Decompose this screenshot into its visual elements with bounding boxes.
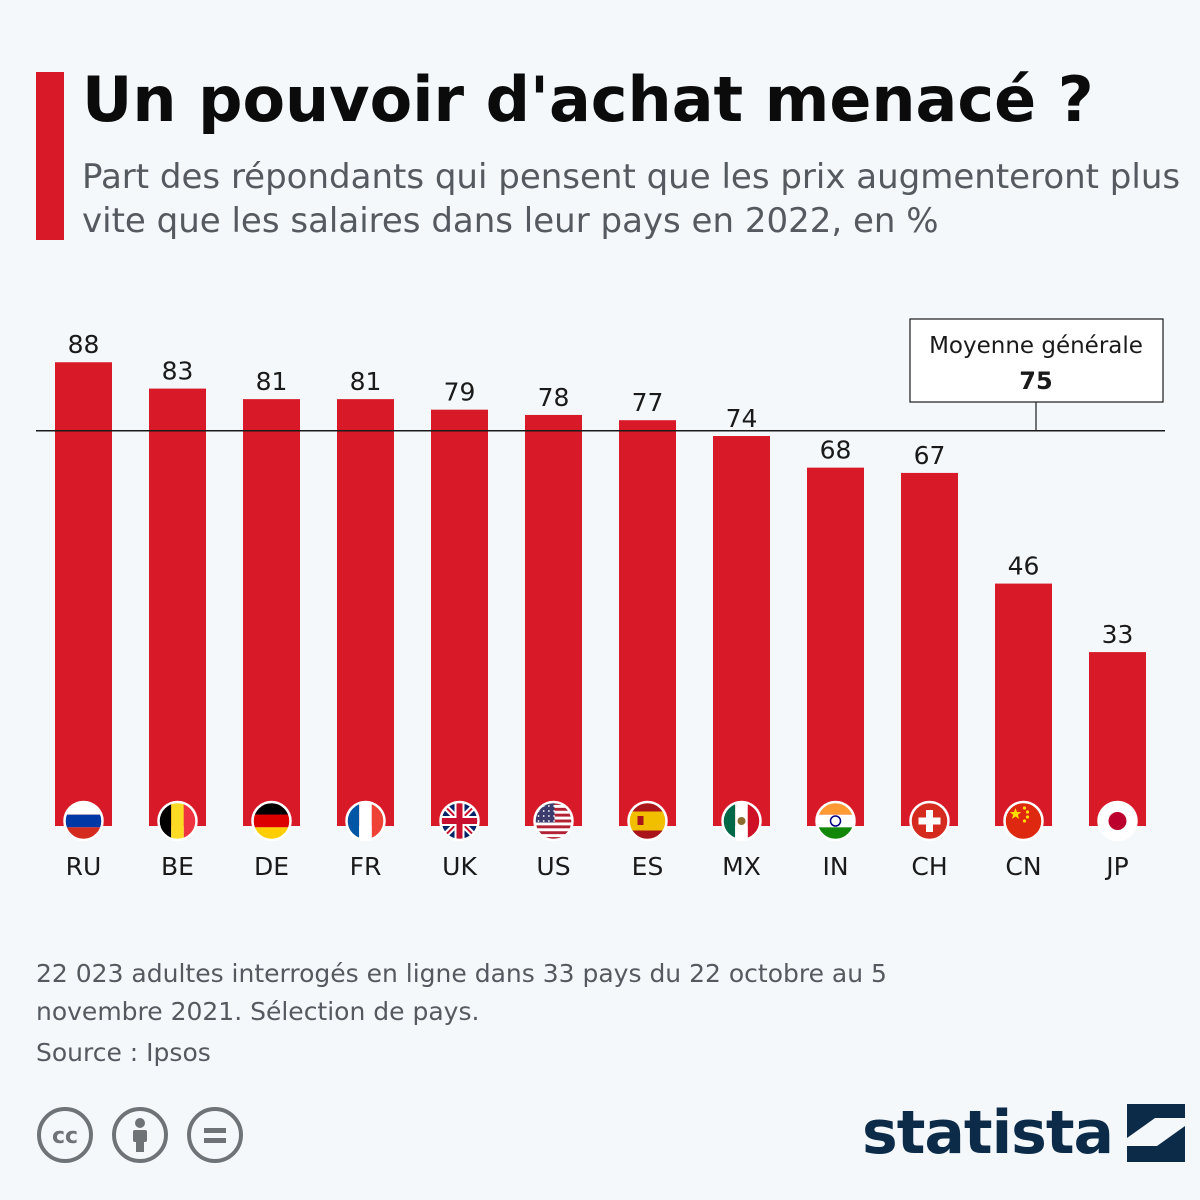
category-label-es: ES: [632, 852, 664, 881]
source-text: Source : Ipsos: [36, 1038, 211, 1067]
value-label-be: 83: [162, 357, 194, 386]
bar-fr: [337, 399, 394, 826]
bar-de: [243, 399, 300, 826]
flag-ring: [1003, 800, 1044, 842]
average-label: Moyenne générale: [929, 333, 1143, 359]
flag-ring: [815, 800, 856, 842]
usa-flag-icon: [534, 802, 573, 840]
category-label-de: DE: [254, 852, 289, 881]
value-label-de: 81: [256, 367, 288, 396]
flag-ring: [157, 800, 198, 842]
category-label-us: US: [536, 852, 570, 881]
category-label-ru: RU: [66, 852, 102, 881]
flag-ring: [345, 800, 386, 842]
value-label-uk: 79: [444, 378, 476, 407]
survey-note: 22 023 adultes interrogés en ligne dans …: [36, 959, 887, 1026]
value-label-es: 77: [632, 388, 664, 417]
category-label-fr: FR: [350, 852, 382, 881]
bar-jp: [1089, 652, 1146, 826]
bar-be: [149, 388, 206, 826]
value-label-cn: 46: [1008, 552, 1040, 581]
value-label-jp: 33: [1102, 620, 1134, 649]
category-label-uk: UK: [442, 852, 477, 881]
value-label-ru: 88: [68, 330, 100, 359]
category-label-mx: MX: [722, 852, 761, 881]
category-label-be: BE: [161, 852, 194, 881]
average-value: 75: [1019, 367, 1052, 395]
category-label-ch: CH: [911, 852, 947, 881]
svg-text:cc: cc: [52, 1124, 78, 1149]
attribution-icon[interactable]: [111, 1106, 169, 1164]
category-label-jp: JP: [1104, 852, 1128, 881]
bar-es: [619, 420, 676, 826]
average-callout-box: [909, 318, 1164, 403]
value-label-mx: 74: [726, 404, 758, 433]
page-subtitle: Part des répondants qui pensent que les …: [82, 157, 1181, 241]
flag-ring: [909, 800, 950, 842]
flag-ring: [63, 800, 104, 842]
bar-ch: [901, 472, 958, 826]
flag-ring: [627, 800, 668, 842]
statista-logo[interactable]: statista: [862, 1093, 1186, 1173]
page-title: Un pouvoir d'achat menacé ?: [82, 63, 1094, 136]
statista-mark-icon: [1127, 1104, 1186, 1162]
bar-ru: [55, 362, 112, 826]
bar-in: [807, 467, 864, 826]
value-label-fr: 81: [350, 367, 382, 396]
bar-cn: [995, 583, 1052, 826]
bar-uk: [431, 409, 488, 826]
brand-name: statista: [862, 1098, 1114, 1168]
flag-ring: [1097, 800, 1138, 842]
bar-chart: Moyenne générale 75 88 RU 83 BE 81 DE 81 FR 79 UK 7…: [36, 318, 1165, 881]
flag-ring: [251, 800, 292, 842]
title-accent-bar: [36, 72, 64, 240]
value-label-us: 78: [538, 383, 570, 412]
flag-ring: [721, 800, 762, 842]
bar-us: [525, 414, 582, 826]
value-label-ch: 67: [914, 441, 946, 470]
no-derivatives-icon[interactable]: [186, 1106, 244, 1164]
category-label-cn: CN: [1005, 852, 1041, 881]
license-icons: cc: [36, 1106, 256, 1168]
category-label-in: IN: [822, 852, 848, 881]
flag-ring: [533, 800, 574, 842]
bar-mx: [713, 436, 770, 826]
cc-icon[interactable]: cc: [36, 1106, 94, 1164]
flag-ring: [439, 800, 480, 842]
value-label-in: 68: [820, 436, 852, 465]
